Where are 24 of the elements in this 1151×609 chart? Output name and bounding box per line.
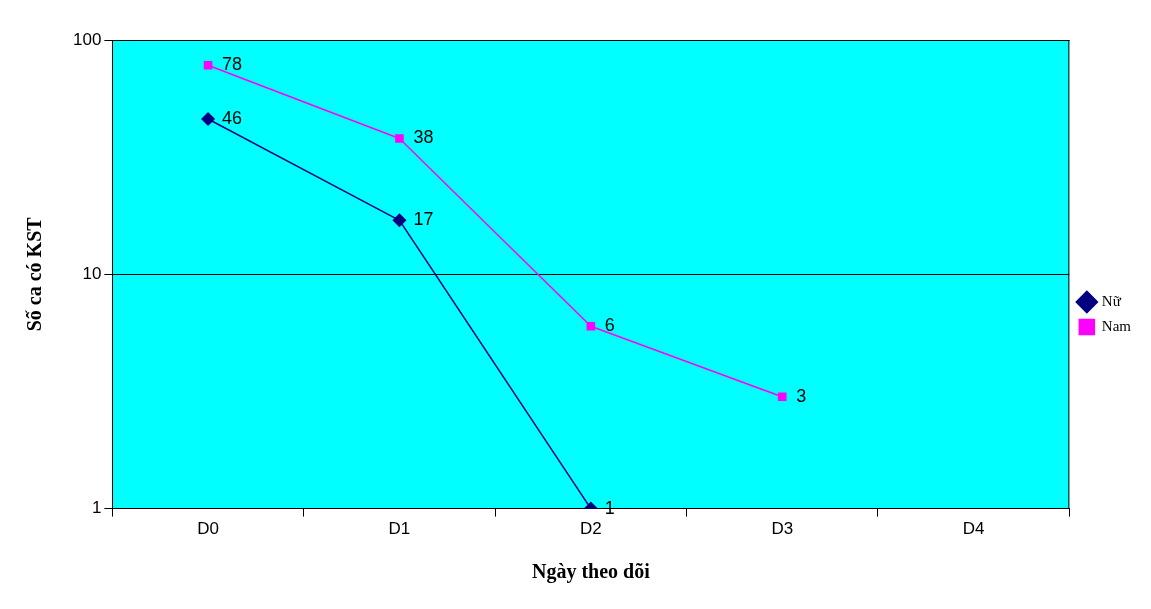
- x-tick-label: D4: [962, 519, 985, 539]
- x-tick-label: D0: [197, 519, 219, 539]
- point: [395, 134, 404, 143]
- data-label: 17: [413, 209, 434, 230]
- x-tick-label: D1: [388, 519, 411, 539]
- data-label: 38: [413, 127, 434, 148]
- legend-label: Nữ: [1101, 292, 1122, 309]
- point: [586, 321, 596, 331]
- point: [203, 61, 213, 70]
- y-tick-label: 10: [82, 263, 102, 283]
- x-axis-title: Ngày theo dõi: [531, 560, 651, 584]
- y-tick-label: 100: [72, 29, 102, 49]
- point: [777, 392, 787, 402]
- y-axis-title: Số ca có KST: [23, 216, 46, 332]
- data-label: 3: [796, 385, 807, 406]
- data-label: 78: [222, 54, 243, 75]
- point: [392, 213, 407, 228]
- data-label: 46: [222, 107, 243, 128]
- x-tick-label: D3: [771, 519, 794, 539]
- data-label: 6: [604, 315, 615, 336]
- point: [201, 112, 215, 126]
- x-tick-label: D2: [579, 519, 602, 539]
- y-tick-label: 1: [91, 498, 102, 518]
- legend-label: Nam: [1101, 317, 1132, 334]
